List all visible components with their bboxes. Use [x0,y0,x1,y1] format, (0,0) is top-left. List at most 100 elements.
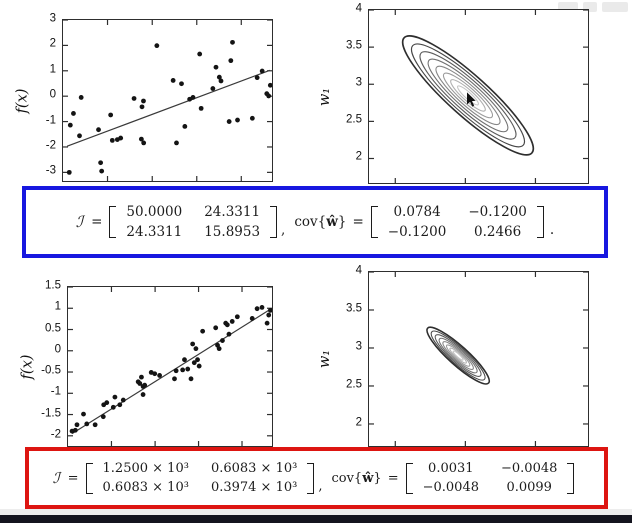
data-point [264,320,270,326]
fit-line [66,69,271,147]
data-point [224,322,230,328]
y-axis-label: w₁ [317,87,334,106]
mouse-cursor-icon [466,92,476,107]
matrix-cell: −0.1200 [468,203,527,220]
y-tick-label: 1.5 [45,279,61,292]
scatter-plot-noisy: f(x) 3 2 1 0 -1 -2 -3 [14,13,273,182]
contour-ellipse [452,350,464,361]
equals-sign: = [91,214,103,230]
matrix-cell: 15.8953 [204,224,261,240]
data-point [170,78,176,83]
info-matrix: 50.0000 24.3311 24.3311 15.8953 [117,202,269,243]
data-point [182,124,188,129]
data-point [249,316,255,321]
data-point [234,314,240,320]
data-point [213,64,219,70]
data-point [137,381,143,386]
data-point [138,136,144,142]
contour-ellipse [456,85,479,106]
plot-area [62,19,273,182]
left-bracket [370,205,378,239]
contour-ellipse [430,330,486,381]
data-point [131,96,137,101]
data-point [213,325,219,331]
matrix-cell: 1.2500 × 10³ [102,460,189,476]
matrix-cell: −0.1200 [387,224,447,240]
data-point [81,411,86,417]
data-point [226,331,232,337]
contour-ellipse [401,35,535,156]
data-point [230,39,235,45]
contour-ellipse [435,65,501,126]
cov-matrix: 0.0031 −0.0048 −0.0048 0.0099 [414,459,567,498]
y-tick-label: 3 [355,76,362,89]
video-progress-bar[interactable] [0,515,632,523]
data-point [254,75,260,81]
y-tick-label: -2 [50,428,61,441]
matrix-cell: 24.3311 [126,224,183,240]
y-tick-label: 2 [355,416,362,429]
equals-sign: = [352,214,364,230]
cov-label: cov{ŵ} [294,214,347,230]
info-matrix-symbol: ℐ [52,469,60,487]
y-tick-label: -1.5 [41,406,61,419]
data-point [172,376,177,382]
contour-ellipse [445,344,471,367]
data-point [120,397,126,403]
y-axis-label: f(x) [14,88,31,113]
y-axis-label: w₁ [317,349,334,369]
data-point [182,357,187,363]
data-point [74,422,80,428]
contour-ellipse [434,334,482,377]
data-point [157,373,162,378]
scatter-plot-tight: f(x) 1.5 1 0.5 0 -0.5 -1 -1.5 -2 [19,280,273,447]
data-point [264,91,270,97]
y-tick-label: -3 [45,164,56,177]
contour-canvas [369,272,588,446]
contour-ellipse [427,58,509,133]
data-point [266,312,272,318]
red-equation-box: ℐ = 1.2500 × 10³ 0.6083 × 10³ 0.6083 × 1… [25,447,608,509]
data-point [210,86,216,91]
data-point [84,421,90,427]
data-point [118,135,124,141]
y-tick-label: 3 [49,12,56,25]
data-point [235,117,240,123]
y-tick-label: 2 [355,150,362,163]
data-point [117,402,123,408]
y-axis-label: f(x) [19,354,36,379]
data-point [195,357,200,363]
data-point [190,95,196,100]
data-point [220,338,225,343]
y-tick-label: 0.5 [45,321,61,334]
period: . [549,222,555,239]
plot-area [368,271,589,447]
data-point [100,414,106,420]
y-tick-label: 2.5 [346,113,362,126]
data-point [173,368,179,374]
y-tick-label: 3.5 [346,302,362,315]
data-point [67,122,73,128]
info-matrix-symbol: ℐ [75,213,84,231]
contour-ellipse [442,72,494,119]
scatter-canvas [68,287,272,446]
y-tick-label: -2 [45,139,56,152]
blue-equation-box: ℐ = 50.0000 24.3311 24.3311 15.8953 , co… [22,186,608,258]
contour-ellipse [410,43,526,148]
comma: , [281,222,286,239]
data-point [179,81,184,87]
left-bracket [85,462,93,494]
contour-canvas [369,10,588,183]
data-point [99,168,105,174]
y-tick-label: 0 [54,343,61,356]
scatter-canvas [63,20,272,181]
data-point [174,140,179,146]
y-tick-label: 4 [355,2,362,15]
data-point [142,382,148,388]
cov-matrix: 0.0784 −0.1200 −0.1200 0.2466 [379,202,536,243]
data-point [96,127,101,133]
matrix-cell: 0.6083 × 10³ [210,460,298,476]
matrix-cell: 0.3974 × 10³ [210,480,298,495]
equation: ℐ = 50.0000 24.3311 24.3311 15.8953 , co… [76,202,554,243]
